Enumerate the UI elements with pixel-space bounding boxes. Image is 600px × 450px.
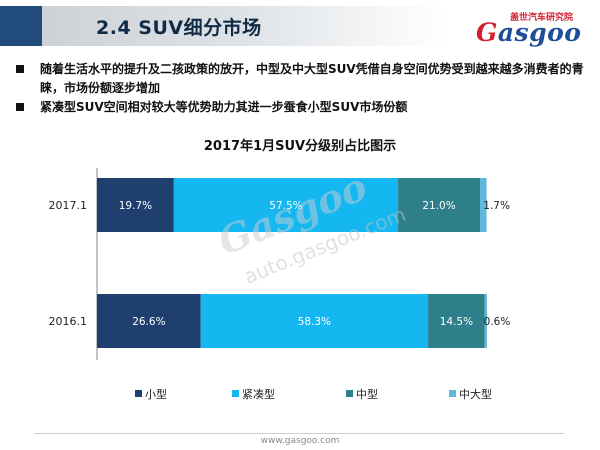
bullet-list: 随着生活水平的提升及二孩政策的放开，中型及中大型SUV凭借自身空间优势受到越来越…	[14, 60, 594, 117]
square-bullet-icon	[16, 103, 24, 111]
gasgoo-logo: 盖世汽车研究院 Gasgoo	[476, 10, 594, 47]
category-label: 2017.1	[49, 199, 88, 212]
bar-segment	[484, 294, 487, 348]
header-bar	[0, 6, 446, 46]
bullet-item: 随着生活水平的提升及二孩政策的放开，中型及中大型SUV凭借自身空间优势受到越来越…	[14, 60, 594, 98]
legend-swatch	[232, 390, 239, 397]
stacked-bar-chart: 2017年1月SUV分级别占比图示 2017.1 19.7% 57.5% 21.0% 1.…	[0, 128, 600, 428]
legend-label: 中型	[356, 387, 378, 401]
bar-segment	[97, 294, 201, 348]
header-accent	[0, 6, 42, 46]
bar-segment	[428, 294, 485, 348]
legend-swatch	[135, 390, 142, 397]
chart-title: 2017年1月SUV分级别占比图示	[204, 138, 396, 154]
slide-title: 2.4 SUV细分市场	[96, 17, 262, 39]
footer-divider	[34, 433, 564, 434]
footer-url: www.gasgoo.com	[260, 436, 340, 446]
legend-swatch	[346, 390, 353, 397]
legend-swatch	[449, 390, 456, 397]
square-bullet-icon	[16, 65, 24, 73]
data-label: 0.6%	[484, 316, 511, 328]
data-label: 1.7%	[483, 200, 510, 212]
bullet-text: 紧凑型SUV空间相对较大等优势助力其进一步蚕食小型SUV市场份额	[40, 100, 408, 114]
data-label: 58.3%	[298, 316, 331, 328]
data-label: 14.5%	[440, 316, 473, 328]
data-label: 19.7%	[119, 200, 152, 212]
logo-g-letter: G	[476, 18, 498, 47]
category-label: 2016.1	[49, 315, 88, 328]
bar-segment	[97, 178, 174, 232]
slide-header: 2.4 SUV细分市场 盖世汽车研究院 Gasgoo	[0, 0, 600, 52]
data-label: 21.0%	[422, 200, 455, 212]
logo-brand: Gasgoo	[476, 18, 581, 47]
data-label: 26.6%	[132, 316, 165, 328]
legend-label: 小型	[145, 387, 167, 401]
bullet-text: 随着生活水平的提升及二孩政策的放开，中型及中大型SUV凭借自身空间优势受到越来越…	[40, 62, 584, 95]
legend-label: 中大型	[459, 387, 492, 401]
bar-segment	[173, 178, 399, 232]
logo-tagline: 盖世汽车研究院	[510, 13, 574, 23]
legend-label: 紧凑型	[242, 387, 275, 401]
data-label: 57.5%	[269, 200, 302, 212]
bar-segment	[479, 178, 487, 232]
chart-svg: 2017年1月SUV分级别占比图示 2017.1 19.7% 57.5% 21.0% 1.…	[49, 138, 511, 401]
bar-segment	[200, 294, 429, 348]
logo-rest: asgoo	[497, 18, 582, 47]
bullet-item: 紧凑型SUV空间相对较大等优势助力其进一步蚕食小型SUV市场份额	[14, 98, 594, 117]
bar-segment	[398, 178, 480, 232]
